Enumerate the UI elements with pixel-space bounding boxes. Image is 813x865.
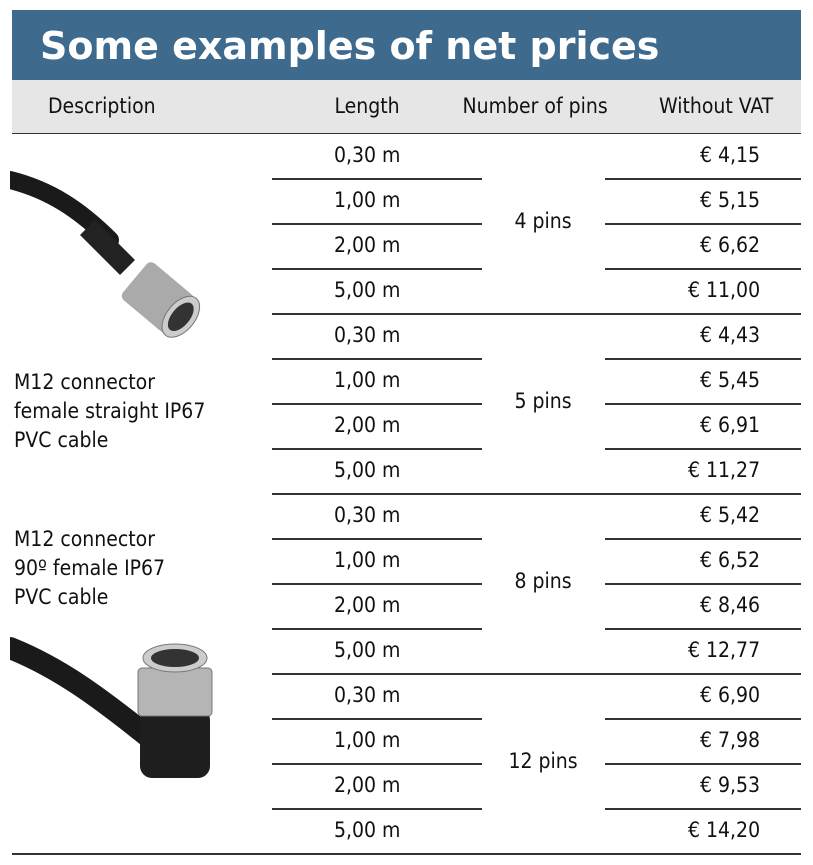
row-line	[272, 763, 482, 765]
column-header: Length	[334, 94, 400, 118]
description-line: PVC cable	[14, 428, 109, 452]
length-cell: 0,30 m	[334, 323, 401, 347]
length-cell: 1,00 m	[334, 188, 401, 212]
price-cell: € 6,52	[700, 548, 761, 572]
column-header: Without VAT	[659, 94, 774, 118]
price-cell: € 11,00	[688, 278, 761, 302]
price-cell: € 12,77	[688, 638, 761, 662]
pins-cell: 5 pins	[514, 389, 572, 413]
length-cell: 5,00 m	[334, 638, 401, 662]
price-cell: € 5,15	[700, 188, 761, 212]
row-line	[272, 403, 482, 405]
price-cell: € 5,42	[700, 503, 761, 527]
row-line	[605, 763, 801, 765]
price-cell: € 6,62	[700, 233, 761, 257]
row-line	[605, 583, 801, 585]
description-line: female straight IP67	[14, 399, 206, 423]
length-cell: 1,00 m	[334, 368, 401, 392]
description-line: 90º female IP67	[14, 556, 166, 580]
row-line	[605, 178, 801, 180]
header-row	[12, 80, 801, 134]
group-line	[272, 673, 801, 675]
angled-connector-image	[10, 637, 213, 778]
row-line	[605, 808, 801, 810]
price-cell: € 6,91	[700, 413, 761, 437]
row-line	[272, 448, 482, 450]
row-line	[272, 178, 482, 180]
group-line	[272, 493, 801, 495]
column-header: Description	[48, 94, 156, 118]
title: Some examples of net prices	[40, 24, 660, 68]
row-line	[272, 718, 482, 720]
row-line	[272, 583, 482, 585]
length-cell: 5,00 m	[334, 458, 401, 482]
length-cell: 1,00 m	[334, 548, 401, 572]
price-cell: € 9,53	[700, 773, 761, 797]
length-cell: 2,00 m	[334, 413, 401, 437]
row-line	[605, 718, 801, 720]
row-line	[272, 538, 482, 540]
row-line	[272, 223, 482, 225]
price-cell: € 4,43	[700, 323, 761, 347]
price-cell: € 11,27	[688, 458, 761, 482]
length-cell: 0,30 m	[334, 143, 401, 167]
row-line	[272, 808, 482, 810]
pins-cell: 4 pins	[514, 209, 572, 233]
length-cell: 0,30 m	[334, 683, 401, 707]
description-line: M12 connector	[14, 370, 155, 394]
row-line	[605, 628, 801, 630]
title-bar: Some examples of net prices	[12, 10, 801, 80]
row-line	[272, 358, 482, 360]
row-line	[605, 223, 801, 225]
row-line	[605, 268, 801, 270]
row-line	[605, 358, 801, 360]
length-cell: 5,00 m	[334, 278, 401, 302]
description-line: M12 connector	[14, 527, 155, 551]
bottom-line	[12, 853, 801, 855]
row-line	[605, 538, 801, 540]
length-cell: 2,00 m	[334, 773, 401, 797]
straight-connector-image	[10, 171, 201, 338]
column-header: Number of pins	[462, 94, 608, 118]
price-cell: € 5,45	[700, 368, 761, 392]
row-line	[272, 628, 482, 630]
length-cell: 5,00 m	[334, 818, 401, 842]
row-line	[272, 268, 482, 270]
price-cell: € 4,15	[700, 143, 761, 167]
length-cell: 1,00 m	[334, 728, 401, 752]
price-cell: € 6,90	[700, 683, 761, 707]
pins-cell: 8 pins	[514, 569, 572, 593]
length-cell: 2,00 m	[334, 593, 401, 617]
price-cell: € 7,98	[700, 728, 761, 752]
length-cell: 2,00 m	[334, 233, 401, 257]
length-cell: 0,30 m	[334, 503, 401, 527]
price-cell: € 8,46	[700, 593, 761, 617]
row-line	[605, 448, 801, 450]
description-line: PVC cable	[14, 585, 109, 609]
row-line	[605, 403, 801, 405]
price-cell: € 14,20	[688, 818, 761, 842]
pins-cell: 12 pins	[508, 749, 578, 773]
group-line	[272, 313, 801, 315]
